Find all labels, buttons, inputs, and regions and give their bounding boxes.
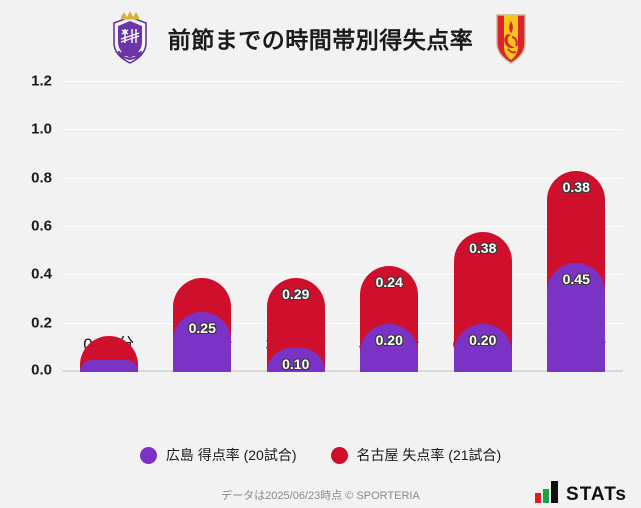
y-tick-label: 0.2 — [31, 314, 52, 332]
bar-value-label-purple: 0.20 — [469, 331, 497, 348]
bar-hiroshima-scored[interactable] — [453, 323, 512, 372]
bar-value-label-purple: 0.25 — [188, 319, 216, 336]
y-tick-label: 0.0 — [31, 361, 52, 379]
nagoya-grampus-crest-icon — [487, 9, 535, 67]
x-axis-labels: 0-15分16-30分31-45分46-60分61-75分76-90分 — [62, 330, 623, 355]
y-tick-label: 1.0 — [31, 120, 52, 138]
y-tick-label: 0.4 — [31, 265, 52, 283]
legend-swatch-purple-icon — [139, 446, 157, 464]
y-gridlines: 1.2 1.0 0.8 0.6 0.4 0.2 0.0 — [31, 73, 623, 379]
bar-value-label-purple: 0.45 — [562, 271, 590, 288]
data-source-note: データは2025/06/23時点 © SPORTERIA — [221, 490, 420, 502]
bar-value-label-purple: 0.10 — [282, 355, 310, 372]
bar-group — [62, 82, 156, 372]
y-tick-label: 0.8 — [31, 169, 52, 187]
chart-header: 前節までの時間帯別得失点率 — [0, 0, 641, 72]
chart-plot-area: 1.2 1.0 0.8 0.6 0.4 0.2 0.0 0.25 0.29 0.10… — [0, 72, 641, 392]
bar-group: 0.25 — [156, 82, 250, 372]
bar-hiroshima-scored[interactable] — [79, 359, 138, 372]
bar-value-label-red: 0.38 — [562, 179, 590, 196]
bar-group: 0.38 0.45 — [530, 82, 624, 372]
stats-brand-logo: STATs — [535, 481, 627, 508]
bar-group: 0.38 0.20 — [436, 82, 530, 372]
chart-legend: 広島 得点率 (20試合) 名古屋 失点率 (21試合) — [0, 445, 641, 465]
brand-text: STATs — [566, 483, 627, 505]
bar-chart-logo-icon — [535, 481, 561, 508]
bar-groups: 0.25 0.29 0.10 0.24 0.20 0.38 0.20 0.38 0.45 — [62, 82, 623, 372]
legend-item-hiroshima[interactable]: 広島 得点率 (20試合) — [139, 445, 297, 465]
y-tick-label: 0.6 — [31, 217, 52, 235]
legend-label: 広島 得点率 (20試合) — [165, 447, 297, 463]
sanfrecce-hiroshima-crest-icon — [106, 9, 154, 67]
page-title: 前節までの時間帯別得失点率 — [167, 27, 474, 53]
legend-label: 名古屋 失点率 (21試合) — [356, 447, 502, 463]
bar-hiroshima-scored[interactable] — [360, 323, 419, 372]
bar-group: 0.24 0.20 — [343, 82, 437, 372]
bar-hiroshima-scored[interactable] — [173, 311, 232, 372]
bar-value-label-red: 0.29 — [282, 285, 310, 302]
bar-value-label-red: 0.24 — [375, 273, 403, 290]
bar-group: 0.29 0.10 — [249, 82, 343, 372]
bar-hiroshima-scored[interactable] — [266, 347, 325, 372]
y-tick-label: 1.2 — [31, 72, 52, 90]
bar-value-label-purple: 0.20 — [375, 331, 403, 348]
legend-item-nagoya[interactable]: 名古屋 失点率 (21試合) — [330, 445, 502, 465]
bar-value-label-red: 0.38 — [469, 239, 497, 256]
legend-swatch-red-icon — [330, 446, 348, 464]
bar-hiroshima-scored[interactable] — [547, 263, 606, 372]
